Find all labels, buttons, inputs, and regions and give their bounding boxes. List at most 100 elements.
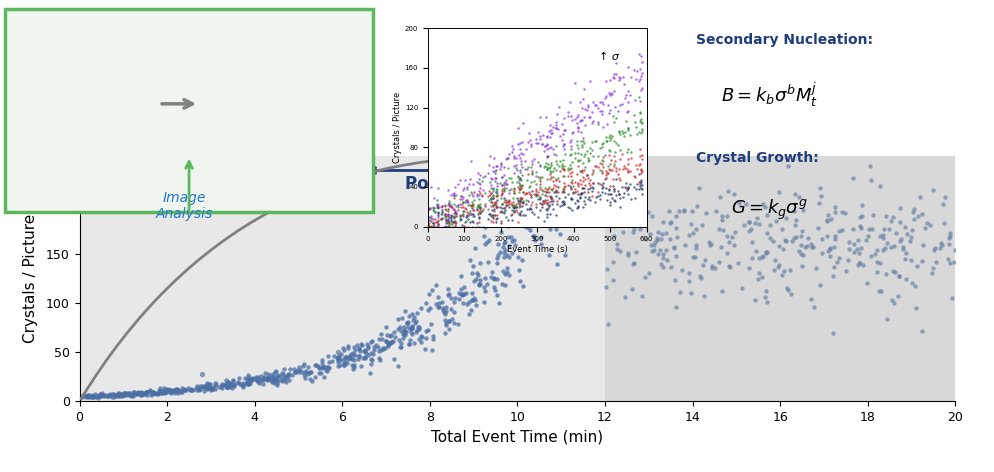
Point [378, 337, 394, 345]
Point [199, 379, 215, 387]
Circle shape [83, 149, 102, 170]
Point [610, 141, 626, 149]
Point [512, 185, 528, 193]
Point [242, 376, 257, 384]
Point [534, 200, 550, 208]
Point [619, 145, 635, 152]
Point [878, 212, 894, 220]
Point [619, 98, 635, 106]
Text: Population Balance: Population Balance [405, 176, 585, 194]
Point [472, 259, 488, 267]
Point [170, 386, 186, 394]
Point [566, 116, 581, 123]
Point [543, 197, 559, 205]
Point [562, 204, 578, 212]
Point [541, 145, 557, 152]
Point [82, 392, 97, 400]
Point [446, 223, 462, 230]
Point [524, 169, 540, 177]
Point [541, 184, 557, 191]
Point [848, 245, 864, 253]
Point [584, 166, 600, 174]
Point [108, 391, 124, 399]
Point [445, 189, 461, 196]
Point [413, 338, 428, 346]
Point [483, 189, 499, 196]
Point [871, 233, 887, 240]
Point [552, 132, 568, 139]
Point [487, 199, 503, 207]
Circle shape [255, 51, 277, 76]
Point [549, 200, 565, 208]
Point [457, 196, 473, 204]
Circle shape [22, 54, 28, 60]
Point [176, 386, 192, 394]
Point [873, 287, 889, 295]
Point [906, 215, 921, 222]
Point [697, 209, 713, 217]
Point [605, 70, 621, 77]
Point [315, 362, 331, 370]
Point [434, 306, 450, 314]
Circle shape [114, 176, 125, 189]
Point [563, 152, 579, 160]
Point [464, 192, 480, 200]
Point [429, 211, 445, 219]
Point [943, 294, 959, 302]
Point [534, 188, 550, 195]
Point [744, 238, 759, 245]
Point [180, 384, 196, 392]
Point [804, 243, 820, 250]
Point [636, 274, 652, 281]
Point [425, 215, 441, 223]
Point [359, 340, 375, 347]
Point [539, 140, 555, 148]
Point [170, 386, 186, 394]
Point [570, 156, 585, 164]
Point [536, 142, 552, 150]
Point [691, 185, 707, 192]
Point [501, 151, 517, 158]
Point [563, 185, 579, 193]
Point [529, 191, 545, 199]
Point [630, 50, 646, 58]
Point [505, 207, 521, 215]
Point [505, 204, 521, 212]
Point [401, 341, 416, 348]
Point [481, 152, 497, 160]
Point [580, 157, 595, 165]
Point [330, 348, 346, 356]
Point [591, 180, 607, 188]
Point [208, 381, 224, 388]
Point [481, 188, 497, 195]
Point [737, 200, 752, 207]
Point [632, 118, 648, 126]
Point [722, 263, 738, 270]
Point [335, 361, 351, 369]
Point [569, 204, 584, 212]
Point [591, 160, 607, 167]
Point [631, 178, 647, 186]
Point [528, 139, 544, 146]
Point [500, 271, 516, 278]
Point [432, 204, 448, 211]
Point [464, 269, 480, 277]
Point [545, 184, 561, 192]
Point [878, 240, 894, 247]
Point [600, 185, 616, 193]
Point [511, 174, 527, 182]
Point [695, 292, 711, 299]
Point [589, 152, 605, 160]
Point [584, 169, 600, 176]
Point [110, 390, 126, 397]
Point [861, 162, 877, 170]
Point [526, 217, 542, 224]
Point [540, 251, 556, 258]
Point [230, 378, 246, 386]
Point [162, 390, 178, 397]
Point [340, 342, 356, 349]
Point [715, 226, 731, 234]
Point [882, 243, 898, 251]
Point [531, 177, 547, 185]
Point [505, 189, 521, 197]
